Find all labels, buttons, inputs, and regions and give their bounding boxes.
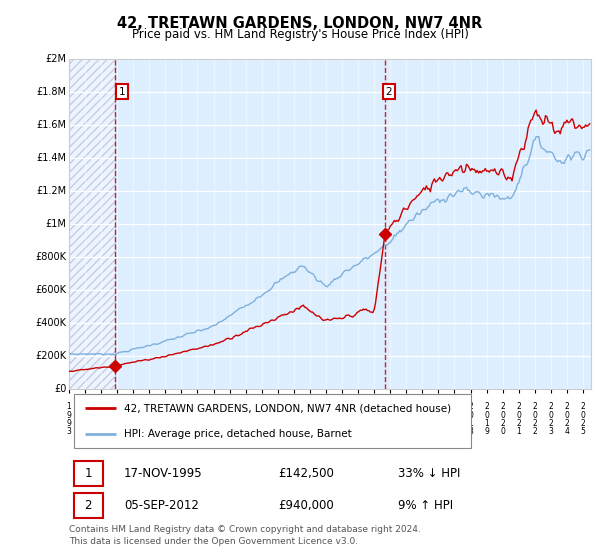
Text: £2M: £2M [46,54,67,64]
Text: 2
0
1
4: 2 0 1 4 [404,403,409,436]
FancyBboxPatch shape [74,460,103,486]
Text: 1
9
9
5: 1 9 9 5 [98,403,104,436]
Text: HPI: Average price, detached house, Barnet: HPI: Average price, detached house, Barn… [124,430,352,440]
Text: 2
0
2
5: 2 0 2 5 [581,403,586,436]
Text: 2
0
2
2: 2 0 2 2 [532,403,537,436]
Text: £1M: £1M [46,219,67,229]
Text: 2
0
1
6: 2 0 1 6 [436,403,441,436]
Text: 2
0
1
5: 2 0 1 5 [420,403,425,436]
Text: 2
0
1
8: 2 0 1 8 [468,403,473,436]
Text: 1: 1 [119,87,125,97]
Text: 2
0
1
1: 2 0 1 1 [356,403,361,436]
Text: 9% ↑ HPI: 9% ↑ HPI [398,499,453,512]
Text: 1
9
9
3: 1 9 9 3 [67,403,71,436]
Text: £142,500: £142,500 [278,466,334,480]
Text: 2
0
0
7: 2 0 0 7 [292,403,296,436]
Text: 2: 2 [385,87,392,97]
FancyBboxPatch shape [74,493,103,518]
Text: 42, TRETAWN GARDENS, LONDON, NW7 4NR: 42, TRETAWN GARDENS, LONDON, NW7 4NR [118,16,482,31]
Text: 2
0
0
9: 2 0 0 9 [323,403,328,436]
Text: 1
9
9
4: 1 9 9 4 [83,403,88,436]
Text: 1
9
9
6: 1 9 9 6 [115,403,119,436]
Text: 2
0
0
0: 2 0 0 0 [179,403,184,436]
Text: 05-SEP-2012: 05-SEP-2012 [124,499,199,512]
Text: 1
9
9
8: 1 9 9 8 [147,403,152,436]
Text: 2
0
0
6: 2 0 0 6 [275,403,280,436]
Text: £1.2M: £1.2M [36,186,67,196]
Text: 2
0
0
2: 2 0 0 2 [211,403,216,436]
Bar [69,59,115,389]
Text: 2
0
1
0: 2 0 1 0 [340,403,344,436]
Text: £400K: £400K [35,318,67,328]
Text: £1.6M: £1.6M [37,120,67,130]
Text: Contains HM Land Registry data © Crown copyright and database right 2024.
This d: Contains HM Land Registry data © Crown c… [69,525,421,546]
Text: £1.8M: £1.8M [37,87,67,97]
FancyBboxPatch shape [74,394,471,449]
Text: Price paid vs. HM Land Registry's House Price Index (HPI): Price paid vs. HM Land Registry's House … [131,28,469,41]
Text: £940,000: £940,000 [278,499,334,512]
Text: 33% ↓ HPI: 33% ↓ HPI [398,466,460,480]
Text: 2
0
0
5: 2 0 0 5 [259,403,264,436]
Text: 17-NOV-1995: 17-NOV-1995 [124,466,202,480]
Text: 2: 2 [85,499,92,512]
Text: £800K: £800K [35,252,67,262]
Text: 1
9
9
7: 1 9 9 7 [131,403,136,436]
Text: 2
0
0
4: 2 0 0 4 [243,403,248,436]
Text: 2
0
0
1: 2 0 0 1 [195,403,200,436]
Text: 2
0
1
9: 2 0 1 9 [484,403,489,436]
Text: 1
9
9
9: 1 9 9 9 [163,403,168,436]
Text: 2
0
2
4: 2 0 2 4 [565,403,569,436]
Text: £0: £0 [54,384,67,394]
Text: 2
0
2
1: 2 0 2 1 [516,403,521,436]
Text: £600K: £600K [35,285,67,295]
Text: 42, TRETAWN GARDENS, LONDON, NW7 4NR (detached house): 42, TRETAWN GARDENS, LONDON, NW7 4NR (de… [124,403,451,413]
Text: 2
0
2
3: 2 0 2 3 [548,403,553,436]
Text: £200K: £200K [35,351,67,361]
Text: 2
0
0
3: 2 0 0 3 [227,403,232,436]
Text: 2
0
1
3: 2 0 1 3 [388,403,392,436]
Text: 2
0
2
0: 2 0 2 0 [500,403,505,436]
Text: 2
0
0
8: 2 0 0 8 [307,403,313,436]
Text: 1: 1 [85,466,92,480]
Text: £1.4M: £1.4M [37,153,67,163]
Text: 2
0
1
2: 2 0 1 2 [372,403,377,436]
Text: 2
0
1
7: 2 0 1 7 [452,403,457,436]
